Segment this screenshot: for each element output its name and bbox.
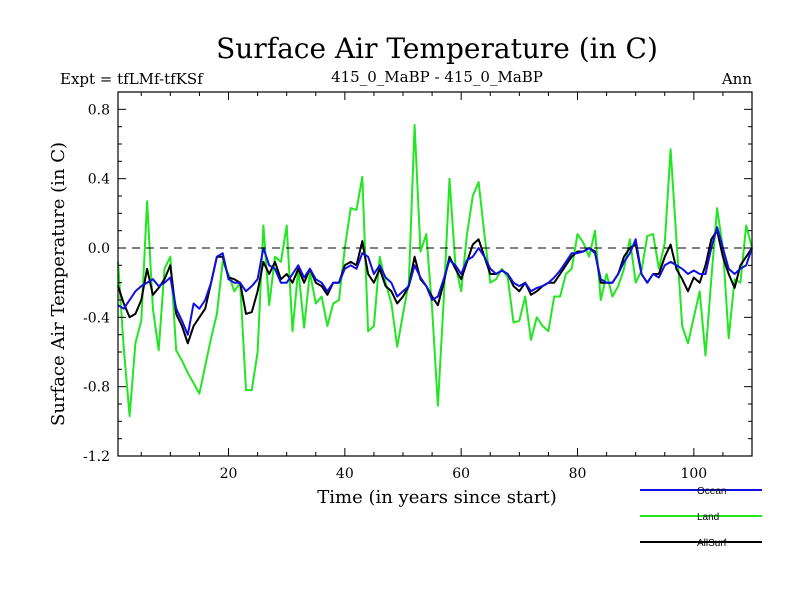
x-tick-label: 80 (569, 466, 587, 482)
y-tick-label: 0.0 (88, 241, 110, 257)
legend-label-allsurf: AllSurf (697, 538, 727, 549)
legend-label-land: Land (697, 512, 719, 523)
x-tick-label: 40 (336, 466, 354, 482)
x-axis-label: Time (in years since start) (317, 487, 557, 508)
y-tick-label: -1.2 (83, 449, 110, 465)
legend-label-ocean: Ocean (697, 486, 726, 497)
y-tick-label: 0.4 (88, 172, 110, 188)
series-line-land (117, 123, 753, 418)
series-layer (117, 123, 753, 418)
x-tick-label: 60 (452, 466, 470, 482)
x-tick-label: 20 (220, 466, 238, 482)
chart-subtitle-left: Expt = tfLMf-tfKSf (60, 70, 204, 88)
axis-ticks: 20 40 60 80 100 -1.2 -0.8 -0.4 0.0 0.4 0.8 (83, 91, 752, 482)
plot-frame (117, 91, 753, 457)
chart-title: Surface Air Temperature (in C) (216, 32, 658, 65)
y-tick-label: 0.8 (88, 102, 110, 118)
y-tick-label: -0.8 (83, 380, 110, 396)
y-axis-label: Surface Air Temperature (in C) (48, 142, 69, 426)
legend: Ocean Land AllSurf (640, 486, 762, 549)
series-line-ocean (117, 226, 753, 336)
chart-subtitle-center: 415_0_MaBP - 415_0_MaBP (331, 68, 543, 86)
x-tick-label: 100 (680, 466, 707, 482)
chart-subtitle-right: Ann (721, 70, 752, 88)
y-tick-label: -0.4 (83, 310, 110, 326)
